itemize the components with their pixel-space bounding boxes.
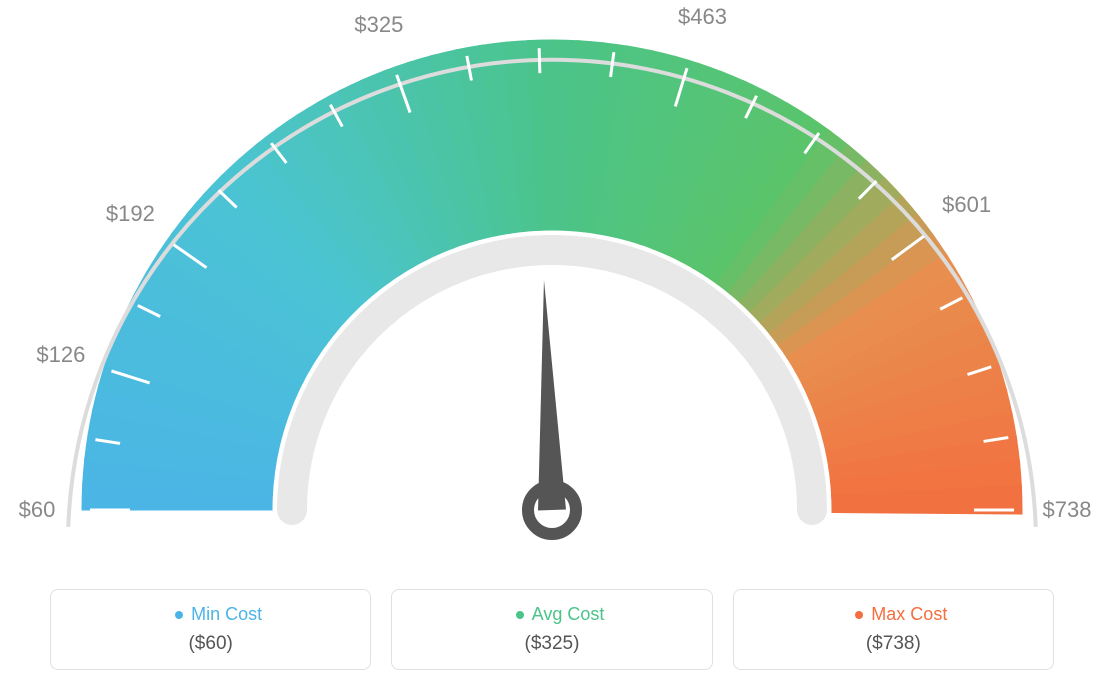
gauge-tick-label: $325 xyxy=(354,12,403,38)
gauge-tick-label: $192 xyxy=(106,201,155,227)
legend-title: Max Cost xyxy=(839,604,947,625)
legend-bullet-icon xyxy=(175,611,183,619)
legend-bullet-icon xyxy=(855,611,863,619)
legend-title: Avg Cost xyxy=(500,604,605,625)
legend-box-min: Min Cost ($60) xyxy=(50,589,371,670)
legend-box-max: Max Cost ($738) xyxy=(733,589,1054,670)
gauge-tick-label: $60 xyxy=(19,497,56,523)
gauge-tick-label: $463 xyxy=(678,4,727,30)
cost-gauge-container: $60 $126 $192 $325 $463 $601 $738 Min Cost ($60… xyxy=(0,0,1104,690)
gauge-tick-label: $601 xyxy=(942,192,991,218)
legend-title: Min Cost xyxy=(159,604,262,625)
legend-value: ($60) xyxy=(61,633,360,655)
gauge-tick-label: $738 xyxy=(1043,497,1092,523)
legend-value: ($325) xyxy=(402,633,701,655)
legend-value: ($738) xyxy=(744,633,1043,655)
gauge-chart xyxy=(0,0,1104,560)
legend-bullet-icon xyxy=(516,611,524,619)
legend: Min Cost ($60) Avg Cost ($325) Max Cost ($738… xyxy=(50,589,1054,670)
legend-box-avg: Avg Cost ($325) xyxy=(391,589,712,670)
gauge-tick-label: $126 xyxy=(36,342,85,368)
